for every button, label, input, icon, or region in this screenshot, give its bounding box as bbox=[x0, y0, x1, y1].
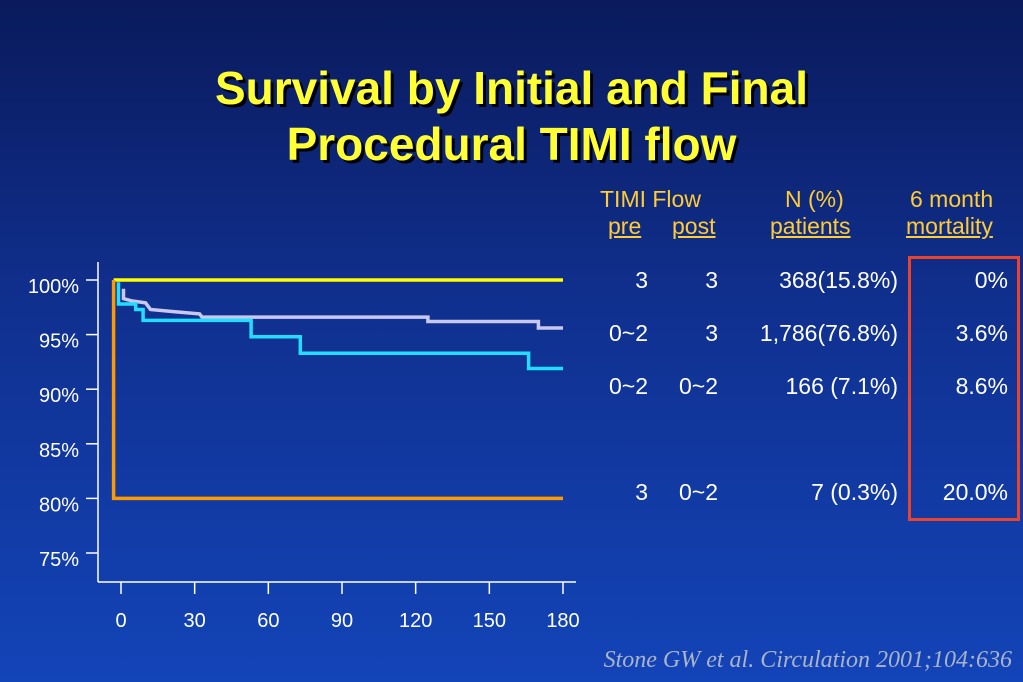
slide-title: Survival by Initial and Final Procedural… bbox=[0, 60, 1023, 172]
chart-ticks: 100% 95% 90% 85% 80% 75% 0 30 60 90 120 150 180 bbox=[28, 276, 580, 632]
y-tick-label: 90% bbox=[39, 385, 79, 407]
title-line-1: Survival by Initial and Final bbox=[214, 62, 809, 114]
row3-n: 166 (7.1%) bbox=[785, 373, 898, 399]
chart-series bbox=[111, 278, 563, 501]
row2-post: 3 bbox=[705, 320, 718, 346]
header-pre: pre bbox=[608, 213, 642, 239]
y-tick-label: 100% bbox=[28, 276, 79, 298]
chart-axes bbox=[97, 262, 576, 583]
row1-n: 368(15.8%) bbox=[779, 267, 898, 293]
header-post: post bbox=[672, 213, 716, 239]
row4-pre: 3 bbox=[635, 479, 648, 505]
row3-mortality: 8.6% bbox=[955, 373, 1008, 399]
row2-pre: 0~2 bbox=[608, 320, 648, 346]
x-tick-label: 120 bbox=[399, 610, 432, 632]
row4-mortality: 20.0% bbox=[942, 479, 1008, 505]
x-tick-label: 30 bbox=[184, 610, 206, 632]
row1-mortality: 0% bbox=[974, 267, 1008, 293]
x-tick-label: 180 bbox=[546, 610, 579, 632]
header-timi-flow: TIMI Flow bbox=[600, 186, 701, 212]
row2-mortality: 3.6% bbox=[955, 320, 1008, 346]
row4-post: 0~2 bbox=[678, 479, 718, 505]
y-tick-label: 80% bbox=[39, 494, 79, 516]
x-tick-label: 90 bbox=[331, 610, 353, 632]
series-timi02-timi3-upper bbox=[121, 288, 563, 330]
y-tick-label: 95% bbox=[39, 331, 79, 353]
row3-pre: 0~2 bbox=[608, 373, 648, 399]
series-timi3-timi02 bbox=[111, 280, 563, 501]
header-patients: patients bbox=[770, 213, 851, 239]
x-tick-label: 60 bbox=[257, 610, 279, 632]
citation: Stone GW et al. Circulation 2001;104:636 bbox=[603, 647, 1012, 673]
header-n: N (%) bbox=[785, 186, 844, 212]
y-tick-label: 85% bbox=[39, 440, 79, 462]
series-timi02-timi3 bbox=[116, 282, 563, 371]
y-tick-label: 75% bbox=[39, 549, 79, 571]
title-line-2: Procedural TIMI flow bbox=[286, 118, 737, 170]
row3-post: 0~2 bbox=[678, 373, 718, 399]
x-tick-label: 0 bbox=[115, 610, 126, 632]
row2-n: 1,786(76.8%) bbox=[759, 320, 898, 346]
row4-n: 7 (0.3%) bbox=[811, 479, 898, 505]
row1-post: 3 bbox=[705, 267, 718, 293]
header-6-month: 6 month bbox=[910, 186, 994, 212]
header-mortality: mortality bbox=[906, 213, 993, 239]
x-tick-label: 150 bbox=[473, 610, 506, 632]
mortality-highlight-box bbox=[908, 256, 1020, 521]
row1-pre: 3 bbox=[635, 267, 648, 293]
